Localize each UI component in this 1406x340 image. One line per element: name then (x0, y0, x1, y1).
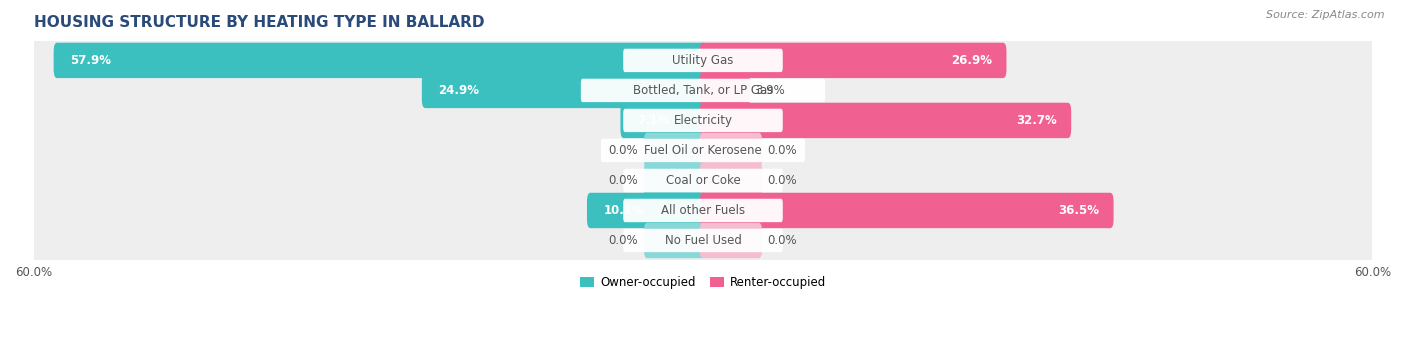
FancyBboxPatch shape (53, 43, 706, 78)
Text: Fuel Oil or Kerosene: Fuel Oil or Kerosene (644, 144, 762, 157)
FancyBboxPatch shape (422, 73, 706, 108)
Text: Electricity: Electricity (673, 114, 733, 127)
Text: All other Fuels: All other Fuels (661, 204, 745, 217)
Text: 0.0%: 0.0% (768, 144, 797, 157)
FancyBboxPatch shape (620, 103, 706, 138)
Text: 36.5%: 36.5% (1059, 204, 1099, 217)
FancyBboxPatch shape (700, 193, 1114, 228)
FancyBboxPatch shape (700, 133, 762, 168)
Text: Bottled, Tank, or LP Gas: Bottled, Tank, or LP Gas (633, 84, 773, 97)
FancyBboxPatch shape (25, 127, 1381, 174)
FancyBboxPatch shape (623, 199, 783, 222)
FancyBboxPatch shape (623, 169, 783, 192)
FancyBboxPatch shape (25, 67, 1381, 114)
FancyBboxPatch shape (586, 193, 706, 228)
Text: 0.0%: 0.0% (609, 144, 638, 157)
Text: 0.0%: 0.0% (768, 234, 797, 247)
FancyBboxPatch shape (25, 217, 1381, 264)
Text: 10.1%: 10.1% (603, 204, 644, 217)
Text: 7.1%: 7.1% (637, 114, 669, 127)
Text: 57.9%: 57.9% (70, 54, 111, 67)
Text: No Fuel Used: No Fuel Used (665, 234, 741, 247)
Text: 26.9%: 26.9% (950, 54, 993, 67)
FancyBboxPatch shape (25, 187, 1381, 234)
FancyBboxPatch shape (600, 139, 806, 162)
FancyBboxPatch shape (25, 157, 1381, 204)
FancyBboxPatch shape (700, 163, 762, 198)
Text: 24.9%: 24.9% (439, 84, 479, 97)
Text: 0.0%: 0.0% (768, 174, 797, 187)
Text: Utility Gas: Utility Gas (672, 54, 734, 67)
FancyBboxPatch shape (700, 73, 749, 108)
Text: 32.7%: 32.7% (1017, 114, 1057, 127)
FancyBboxPatch shape (644, 163, 706, 198)
FancyBboxPatch shape (25, 97, 1381, 144)
FancyBboxPatch shape (623, 109, 783, 132)
Text: 0.0%: 0.0% (609, 234, 638, 247)
Legend: Owner-occupied, Renter-occupied: Owner-occupied, Renter-occupied (575, 271, 831, 293)
Text: 3.9%: 3.9% (755, 84, 785, 97)
Text: Coal or Coke: Coal or Coke (665, 174, 741, 187)
FancyBboxPatch shape (644, 133, 706, 168)
FancyBboxPatch shape (700, 103, 1071, 138)
FancyBboxPatch shape (700, 43, 1007, 78)
FancyBboxPatch shape (700, 223, 762, 258)
FancyBboxPatch shape (623, 49, 783, 72)
Text: 0.0%: 0.0% (609, 174, 638, 187)
FancyBboxPatch shape (623, 229, 783, 252)
Text: HOUSING STRUCTURE BY HEATING TYPE IN BALLARD: HOUSING STRUCTURE BY HEATING TYPE IN BAL… (34, 15, 484, 30)
FancyBboxPatch shape (25, 37, 1381, 84)
FancyBboxPatch shape (581, 79, 825, 102)
Text: Source: ZipAtlas.com: Source: ZipAtlas.com (1267, 10, 1385, 20)
FancyBboxPatch shape (644, 223, 706, 258)
